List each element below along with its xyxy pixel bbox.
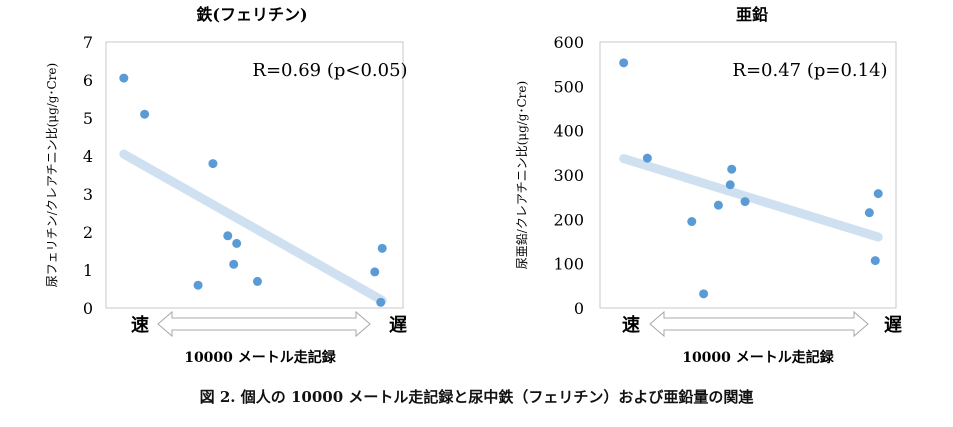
data-point [864,208,874,218]
y-tick-label: 100 [553,255,584,274]
data-point [252,276,262,286]
data-point [119,73,129,83]
y-tick-label: 0 [83,299,93,318]
chart-2: 亜鉛 0 100 200 300 400 500 600 尿亜鉛/クレアチニン比(μg/g･Cr… [515,5,902,366]
data-point [873,189,883,199]
x-axis-label: 10000 メートル走記録 [184,349,337,366]
x-right-label: 遅 [884,315,902,336]
trendline [119,149,387,305]
plot-area [105,41,404,309]
chart-title: 鉄(フェリチン) [196,5,307,24]
data-point [713,200,723,210]
y-tick-label: 500 [553,77,584,96]
y-tick-label: 3 [83,185,93,204]
y-tick-label: 7 [83,33,93,52]
data-point [208,159,218,169]
data-point [377,243,387,253]
x-left-label: 速 [131,314,149,336]
correlation-annotation: R=0.69 (p<0.05) [252,60,407,81]
y-tick-label: 200 [553,210,584,229]
x-axis-label: 10000 メートル走記録 [682,349,835,366]
x-right-label: 遅 [389,315,407,336]
y-tick-label: 1 [83,261,93,280]
y-tick-label: 300 [553,166,584,185]
data-point [699,289,709,299]
data-point [727,164,737,174]
double-arrow-icon [157,310,371,338]
y-tick-label: 2 [83,223,93,242]
y-tick-label: 5 [83,109,93,128]
y-axis-label: 尿フェリチン/クレアチニン比(μg/g･Cre) [45,63,59,287]
trendline [619,154,883,242]
data-point [725,180,735,190]
data-point [193,280,203,290]
data-point [370,267,380,277]
data-point [687,217,697,227]
y-axis-label: 尿亜鉛/クレアチニン比(μg/g･Cre) [515,81,529,269]
data-point [619,58,629,68]
y-tick-label: 0 [574,299,584,318]
data-point [740,197,750,207]
data-point [642,153,652,163]
data-point [232,238,242,248]
plot-area [599,41,897,309]
data-point [870,256,880,266]
data-point [376,297,386,307]
y-tick-label: 600 [553,33,584,52]
chart-title: 亜鉛 [736,5,768,24]
figure-caption: 図 2. 個人の 10000 メートル走記録と尿中鉄（フェリチン）および亜鉛量の… [199,388,754,406]
data-point [229,259,239,269]
data-point [140,109,150,119]
data-point [223,231,233,241]
y-tick-label: 6 [83,71,93,90]
x-left-label: 速 [622,314,640,336]
chart-1: 鉄(フェリチン) 0 1 2 3 4 5 6 7 尿フェリチン/クレアチニン比(μg/g･Cre)… [45,5,408,366]
correlation-annotation: R=0.47 (p=0.14) [732,60,887,81]
y-tick-label: 4 [83,147,93,166]
double-arrow-icon [649,310,869,338]
y-tick-label: 400 [553,122,584,141]
